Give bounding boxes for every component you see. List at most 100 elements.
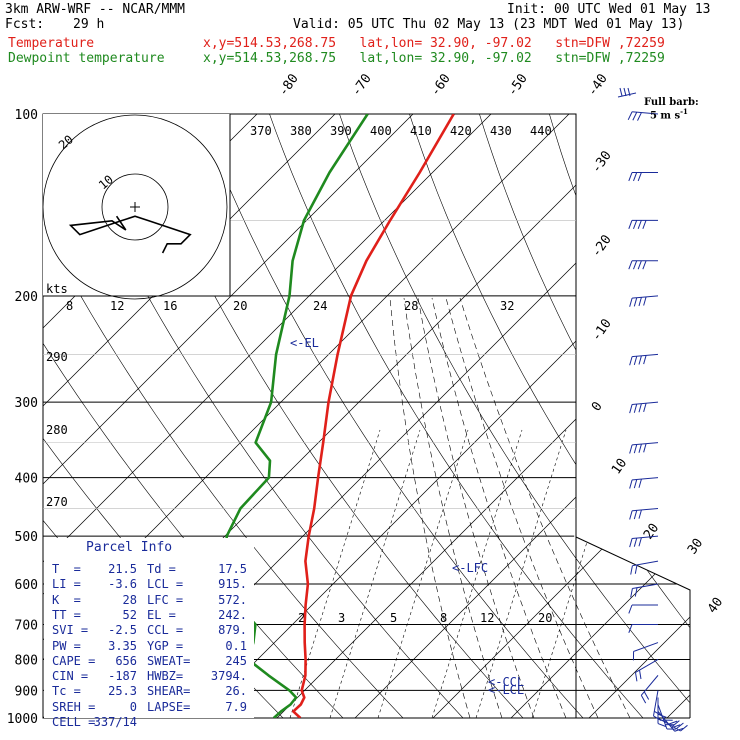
hodograph-speed-label: 16 <box>163 299 177 313</box>
forecast-hour: 29 h <box>73 17 105 32</box>
isotherm-label: 0 <box>589 399 606 414</box>
parcel-value: 572. <box>218 592 247 607</box>
wind-barb <box>628 219 658 229</box>
parcel-value: 28 <box>122 592 137 607</box>
wind-barb <box>628 172 658 182</box>
mixing-ratio-line <box>289 429 381 718</box>
isotherm-label: -10 <box>589 316 615 344</box>
wind-barb-flag <box>668 720 678 725</box>
isotherm-label: 30 <box>685 536 706 557</box>
full-barb-speed: 5 m s <box>649 110 681 122</box>
wind-barb <box>627 111 659 121</box>
hodograph-speed-label: 8 <box>66 299 73 313</box>
wind-barb-flag <box>638 509 642 519</box>
wind-barb-flag <box>633 220 638 229</box>
parcel-label: SWEAT= <box>147 653 191 668</box>
barb-key-flag <box>627 87 631 97</box>
pressure-label-500: 500 <box>15 530 38 545</box>
wind-barb-flag <box>654 710 663 717</box>
wind-barb-flag <box>629 356 633 366</box>
wind-barb-flag <box>633 403 638 413</box>
moist-adiabat <box>403 297 503 718</box>
isotherm-label: -50 <box>505 71 531 99</box>
model-title: 3km ARW-WRF -- NCAR/MMM <box>5 2 186 17</box>
wind-barb-flag <box>630 565 633 575</box>
marker-lfc: <-LFC <box>452 561 488 575</box>
hodograph-ring-inner <box>101 173 169 241</box>
wind-barb-flag <box>628 604 633 614</box>
wind-barb-staff <box>632 583 659 590</box>
mixing-ratio-line <box>475 429 567 718</box>
full-barb-title: Full barb: <box>643 97 699 108</box>
wind-barb-flag <box>629 297 633 307</box>
wind-barb-flag <box>633 356 638 366</box>
marker-ccl: <-CCL <box>488 675 524 689</box>
parcel-label: CCL = <box>147 623 184 638</box>
valid-time: Valid: 05 UTC Thu 02 May 13 (23 MDT Wed … <box>293 17 685 32</box>
pressure-label-400: 400 <box>15 472 38 487</box>
parcel-label: HWBZ= <box>147 669 184 684</box>
mixing-ratio-label: 3 <box>338 611 345 625</box>
wind-barb <box>628 260 658 270</box>
temperature-profile <box>292 114 455 718</box>
parcel-label: LAPSE= <box>147 699 191 714</box>
wind-barb-flag <box>633 172 638 182</box>
hodograph-speed-label: 32 <box>500 299 514 313</box>
isotherm-line <box>198 114 690 718</box>
isotherm-label: -40 <box>585 71 611 99</box>
wind-barb-flag <box>680 724 688 732</box>
parcel-value: 337/14 <box>93 715 137 729</box>
parcel-label: Td = <box>147 562 176 576</box>
wind-barb-flag <box>637 260 642 270</box>
wind-barb-flag <box>627 111 633 121</box>
wind-barb-flag <box>629 404 633 414</box>
isotherm-line <box>354 114 690 718</box>
marker-lcl: <-LCL <box>488 683 524 697</box>
wind-barb-flag <box>633 537 638 547</box>
wind-barb-flag <box>634 672 638 682</box>
wind-barb-flag <box>629 479 633 489</box>
pressure-label-800: 800 <box>15 653 38 668</box>
wind-barb-flag <box>634 587 638 597</box>
theta-label: 390 <box>330 124 352 138</box>
wind-barb-staff <box>635 659 659 673</box>
temperature-location: x,y=514.53,268.75 lat,lon= 32.90, -97.02… <box>203 36 665 51</box>
temperature-legend: Temperature <box>8 36 95 51</box>
wind-barb <box>629 477 659 489</box>
parcel-value: -187 <box>108 669 137 684</box>
wind-barb-flag <box>676 722 684 730</box>
hodograph-ring-outer <box>42 114 228 300</box>
theta-label: 380 <box>290 124 312 138</box>
init-time: Init: 00 UTC Wed 01 May 13 <box>507 2 711 17</box>
mixing-ratio-line <box>377 429 469 718</box>
moist-adiabat <box>389 297 471 718</box>
isotherm-line <box>432 114 690 718</box>
wind-barb-flag <box>633 444 638 454</box>
wind-barb-flag <box>638 443 642 453</box>
parcel-value: 245 <box>225 653 247 668</box>
parcel-label: YGP = <box>147 638 184 653</box>
isotherm-label: -70 <box>349 71 375 99</box>
mixing-ratio-label: 20 <box>538 611 552 625</box>
parcel-label: CIN = <box>52 669 89 684</box>
wind-barb-flag <box>633 297 638 307</box>
isotherm-label: -60 <box>428 71 454 99</box>
parcel-value: 21.5 <box>108 562 137 576</box>
forecast-label: Fcst: <box>5 17 45 32</box>
wind-barb-flag <box>628 220 633 229</box>
wind-barb <box>629 535 659 548</box>
moist-adiabat <box>431 297 567 718</box>
parcel-value: 52 <box>122 607 137 622</box>
isotherm-label: 20 <box>641 521 662 542</box>
theta-side-label: 280 <box>46 423 68 437</box>
wind-barb-staff <box>632 353 659 358</box>
parcel-info-panel: Parcel Info T = 21.5 Td = 17.5 LI = -3.6 LCL =… <box>44 538 254 729</box>
pressure-label-1000: 1000 <box>7 712 38 727</box>
wind-barb <box>629 442 659 454</box>
pressure-label-900: 900 <box>15 684 38 699</box>
wind-barb-flag <box>643 443 647 453</box>
full-barb-unit: -1 <box>680 107 688 116</box>
theta-side-label: 270 <box>46 495 68 509</box>
mixing-ratio-line <box>329 429 421 718</box>
